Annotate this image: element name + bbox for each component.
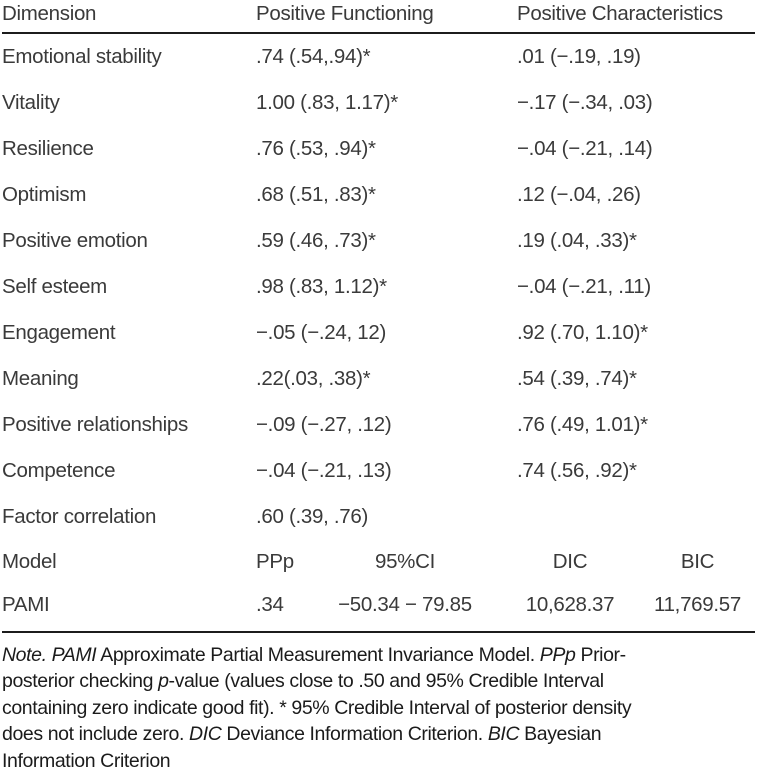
model-fit-section: Model PPp 95%CI DIC BIC PAMI .34 −50.34 … — [2, 540, 755, 633]
bic-header: BIC — [680, 550, 715, 573]
ci-header: 95%CI — [374, 550, 436, 573]
model-header-row: Model PPp 95%CI DIC BIC — [2, 540, 755, 584]
positive-characteristics-cell: −.17 (−.34, .03) — [517, 91, 653, 114]
column-header-dimension: Dimension — [2, 2, 97, 25]
dimension-cell: Factor correlation — [2, 505, 157, 528]
positive-characteristics-cell: .19 (.04, .33)* — [517, 229, 637, 252]
dimension-cell: Self esteem — [2, 275, 107, 298]
positive-characteristics-cell: .54 (.39, .74)* — [517, 367, 637, 390]
positive-characteristics-cell: .74 (.56, .92)* — [517, 459, 637, 482]
positive-functioning-cell: −.09 (−.27, .12) — [256, 413, 392, 436]
positive-functioning-cell: .74 (.54,.94)* — [256, 45, 371, 68]
dimension-cell: Optimism — [2, 183, 87, 206]
dimension-cell: Competence — [2, 459, 116, 482]
model-label-header: Model — [2, 550, 57, 573]
table-row: Engagement −.05 (−.24, 12) .92 (.70, 1.1… — [2, 310, 755, 356]
dimension-cell: Engagement — [2, 321, 116, 344]
dimension-cell: Resilience — [2, 137, 94, 160]
note: Note. PAMI Approximate Partial Measureme… — [2, 633, 755, 774]
positive-characteristics-cell: .01 (−.19, .19) — [517, 45, 641, 68]
table-row: Meaning .22(.03, .38)* .54 (.39, .74)* — [2, 356, 755, 402]
note-line: Note. PAMI Approximate Partial Measureme… — [2, 644, 626, 666]
table-body: Emotional stability .74 (.54,.94)* .01 (… — [2, 34, 755, 540]
note-line: posterior checking p-value (values close… — [2, 670, 604, 693]
table-row: Optimism .68 (.51, .83)* .12 (−.04, .26) — [2, 172, 755, 218]
table-row: Self esteem .98 (.83, 1.12)* −.04 (−.21,… — [2, 264, 755, 310]
positive-functioning-cell: .60 (.39, .76) — [256, 505, 369, 528]
positive-functioning-cell: 1.00 (.83, 1.17)* — [256, 91, 398, 114]
dic-value-cell: 10,628.37 — [525, 593, 615, 616]
table-row: Factor correlation .60 (.39, .76) — [2, 494, 755, 540]
ppp-value-cell: .34 — [256, 593, 284, 616]
table-row: Competence −.04 (−.21, .13) .74 (.56, .9… — [2, 448, 755, 494]
dimension-cell: Emotional stability — [2, 45, 162, 68]
positive-characteristics-cell: .76 (.49, 1.01)* — [517, 413, 648, 436]
positive-characteristics-cell: .92 (.70, 1.10)* — [517, 321, 648, 344]
dimension-cell: Positive emotion — [2, 229, 148, 252]
table-row: Positive emotion .59 (.46, .73)* .19 (.0… — [2, 218, 755, 264]
positive-functioning-cell: −.05 (−.24, 12) — [256, 321, 386, 344]
table-header-row: Dimension Positive Functioning Positive … — [2, 0, 755, 34]
note-line: containing zero indicate good fit). * 95… — [2, 696, 632, 719]
note-line: Information Criterion — [2, 749, 171, 772]
column-header-positive-functioning: Positive Functioning — [256, 2, 434, 25]
positive-characteristics-cell: −.04 (−.21, .11) — [517, 275, 651, 298]
bic-value-cell: 11,769.57 — [654, 593, 741, 616]
positive-characteristics-cell: .12 (−.04, .26) — [517, 183, 641, 206]
table-row: Vitality 1.00 (.83, 1.17)* −.17 (−.34, .… — [2, 80, 755, 126]
column-header-positive-characteristics: Positive Characteristics — [517, 2, 723, 25]
ppp-header: PPp — [256, 550, 294, 573]
positive-functioning-cell: −.04 (−.21, .13) — [256, 459, 392, 482]
table-row: Positive relationships −.09 (−.27, .12) … — [2, 402, 755, 448]
positive-functioning-cell: .76 (.53, .94)* — [256, 137, 376, 160]
positive-functioning-cell: .98 (.83, 1.12)* — [256, 275, 387, 298]
dimension-cell: Meaning — [2, 367, 79, 390]
table-row: Resilience .76 (.53, .94)* −.04 (−.21, .… — [2, 126, 755, 172]
note-line: does not include zero. DIC Deviance Info… — [2, 723, 602, 746]
model-name-cell: PAMI — [2, 593, 50, 616]
positive-functioning-cell: .68 (.51, .83)* — [256, 183, 376, 206]
positive-functioning-cell: .22(.03, .38)* — [256, 367, 371, 390]
dimension-cell: Vitality — [2, 91, 60, 114]
positive-characteristics-cell: −.04 (−.21, .14) — [517, 137, 653, 160]
positive-functioning-cell: .59 (.46, .73)* — [256, 229, 376, 252]
model-value-row: PAMI .34 −50.34 − 79.85 10,628.37 11,769… — [2, 584, 755, 626]
ci-value-cell: −50.34 − 79.85 — [338, 593, 472, 616]
dimension-cell: Positive relationships — [2, 413, 188, 436]
dic-header: DIC — [552, 550, 588, 573]
table-row: Emotional stability .74 (.54,.94)* .01 (… — [2, 34, 755, 80]
